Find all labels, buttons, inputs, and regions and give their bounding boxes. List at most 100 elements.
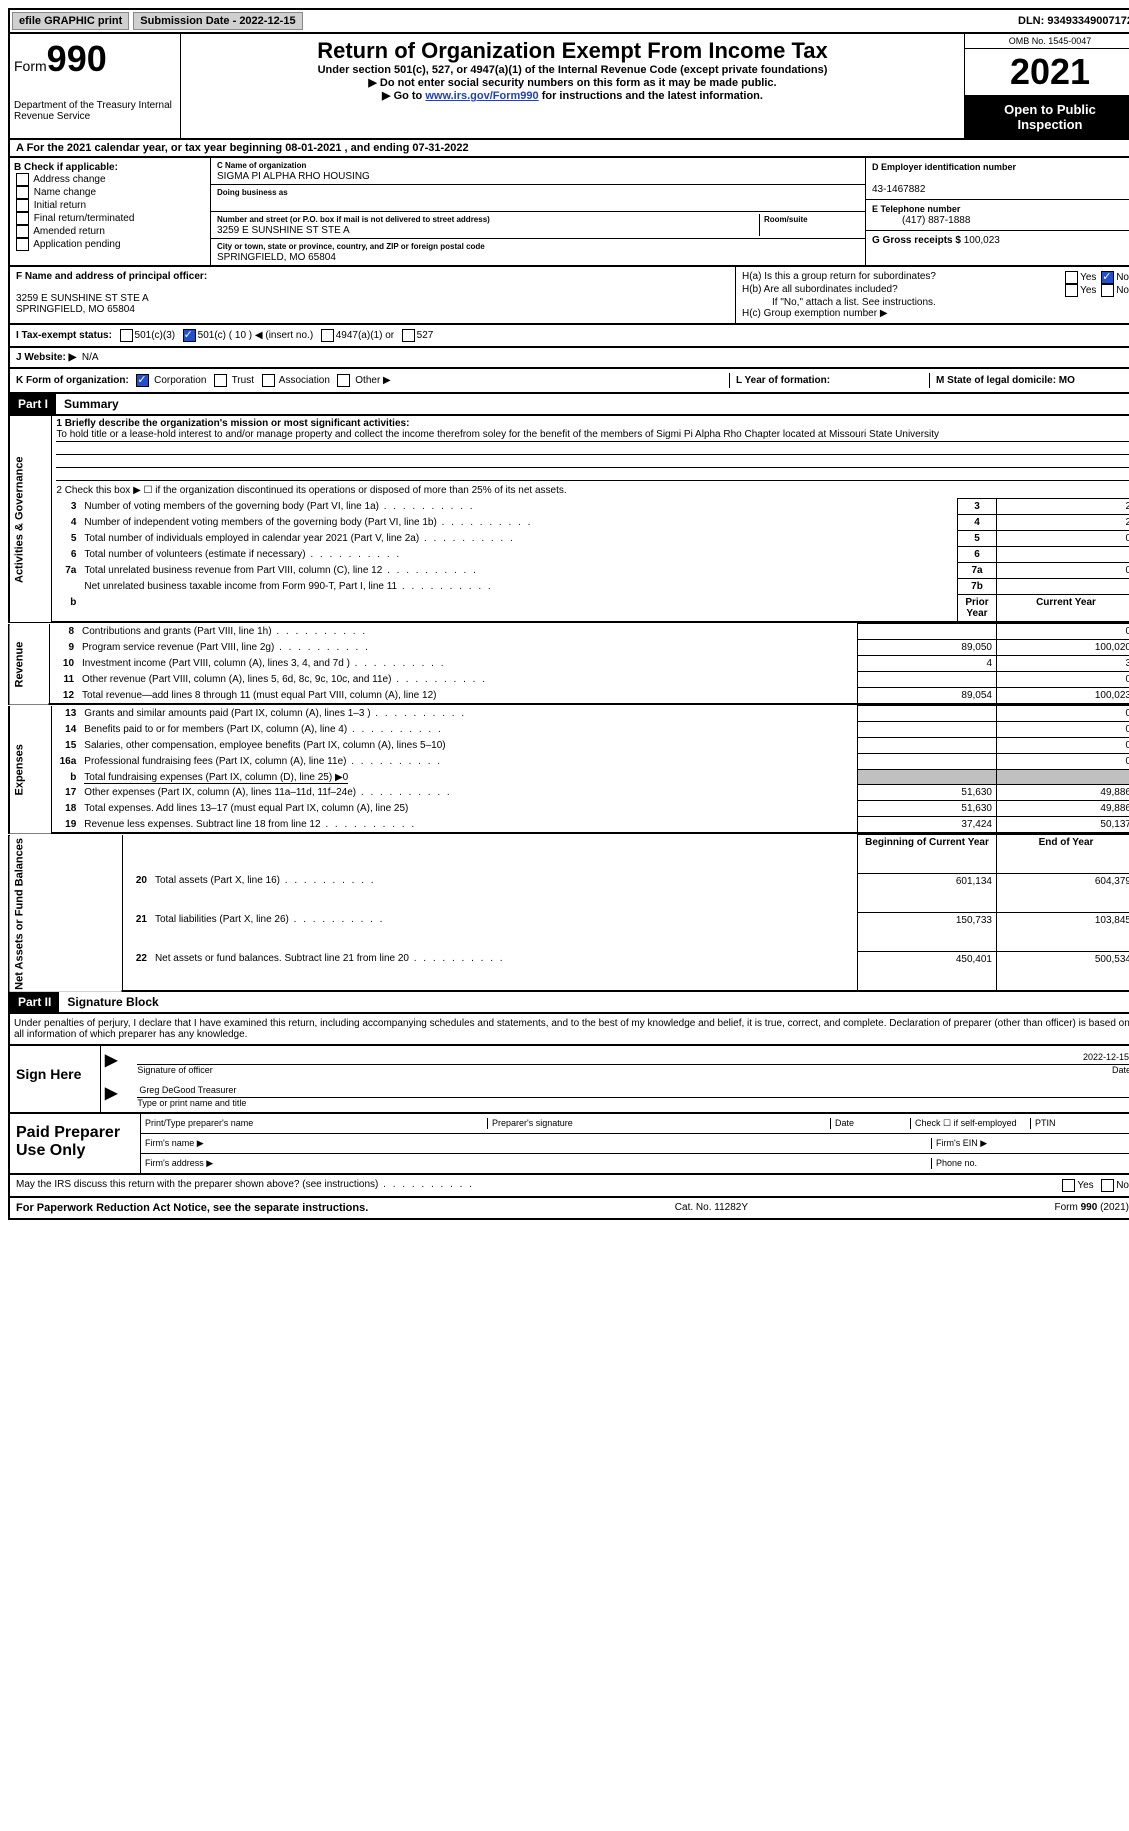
discuss-no[interactable] — [1101, 1179, 1114, 1192]
dln-label: DLN: — [1018, 15, 1044, 27]
checkbox-application-pending[interactable] — [16, 238, 29, 251]
pra-notice: For Paperwork Reduction Act Notice, see … — [16, 1202, 368, 1214]
discuss-yes[interactable] — [1062, 1179, 1075, 1192]
sig-name-label: Type or print name and title — [137, 1098, 1129, 1108]
tel-label: E Telephone number — [872, 204, 960, 214]
ha-yes[interactable] — [1065, 271, 1078, 284]
table-row: 20Total assets (Part X, line 16)601,1346… — [9, 873, 1129, 912]
form-title: Return of Organization Exempt From Incom… — [185, 38, 960, 64]
i-527[interactable] — [402, 329, 415, 342]
tax-year: 2021 — [965, 49, 1129, 96]
submission-date-button[interactable]: Submission Date - 2022-12-15 — [133, 12, 302, 30]
dba-label: Doing business as — [217, 188, 288, 197]
k-corp[interactable] — [136, 374, 149, 387]
org-name: SIGMA PI ALPHA RHO HOUSING — [217, 171, 370, 182]
dln-value: 93493349007172 — [1047, 15, 1129, 27]
form-ref: Form 990 (2021) — [1055, 1202, 1129, 1214]
ha-no[interactable] — [1101, 271, 1114, 284]
row-i: I Tax-exempt status: 501(c)(3) 501(c) ( … — [8, 325, 1129, 348]
i-4947[interactable] — [321, 329, 334, 342]
side-revenue: Revenue — [9, 624, 50, 705]
subtitle-3: ▶ Go to www.irs.gov/Form990 for instruct… — [185, 89, 960, 102]
table-row: 19Revenue less expenses. Subtract line 1… — [9, 817, 1129, 834]
hb-note: If "No," attach a list. See instructions… — [772, 297, 1129, 308]
room-label: Room/suite — [764, 215, 808, 224]
form-header: Form990 Department of the Treasury Inter… — [8, 34, 1129, 140]
city-value: SPRINGFIELD, MO 65804 — [217, 252, 336, 263]
table-row: 3Number of voting members of the governi… — [9, 499, 1129, 515]
ein-label: D Employer identification number — [872, 162, 1016, 172]
street-value: 3259 E SUNSHINE ST STE A — [217, 225, 350, 236]
table-row: 12Total revenue—add lines 8 through 11 (… — [9, 688, 1129, 705]
cat-number: Cat. No. 11282Y — [675, 1202, 748, 1214]
sig-date: 2022-12-15 — [1083, 1052, 1129, 1062]
table-row: 22Net assets or fund balances. Subtract … — [9, 951, 1129, 991]
subtitle-2: ▶ Do not enter social security numbers o… — [185, 76, 960, 89]
efile-print-button[interactable]: efile GRAPHIC print — [12, 12, 129, 30]
k-other[interactable] — [337, 374, 350, 387]
table-row: Net unrelated business taxable income fr… — [9, 579, 1129, 595]
k-assoc[interactable] — [262, 374, 275, 387]
summary-table: Activities & Governance 1 Briefly descri… — [8, 416, 1129, 623]
table-row: 18Total expenses. Add lines 13–17 (must … — [9, 801, 1129, 817]
table-row: 6Total number of volunteers (estimate if… — [9, 547, 1129, 563]
mission-text: To hold title or a lease-hold interest t… — [56, 429, 1129, 442]
table-row: bTotal fundraising expenses (Part IX, co… — [9, 770, 1129, 785]
m-state-domicile: M State of legal domicile: MO — [929, 373, 1129, 388]
gross-value: 100,023 — [964, 235, 1000, 246]
gross-label: G Gross receipts $ — [872, 235, 961, 246]
table-row: 15Salaries, other compensation, employee… — [9, 738, 1129, 754]
street-label: Number and street (or P.O. box if mail i… — [217, 215, 490, 224]
part-i-header: Part I Summary — [8, 394, 1129, 416]
f-addr2: SPRINGFIELD, MO 65804 — [16, 304, 135, 315]
top-bar: efile GRAPHIC print Submission Date - 20… — [8, 8, 1129, 34]
table-row: 10Investment income (Part VIII, column (… — [9, 656, 1129, 672]
table-row: 5Total number of individuals employed in… — [9, 531, 1129, 547]
sig-officer-label: Signature of officer — [137, 1065, 212, 1075]
sig-date-label: Date — [1112, 1065, 1129, 1075]
side-activities-governance: Activities & Governance — [9, 416, 52, 622]
table-row: 16aProfessional fundraising fees (Part I… — [9, 754, 1129, 770]
row-a-tax-year: A For the 2021 calendar year, or tax yea… — [8, 140, 1129, 158]
table-row: 7aTotal unrelated business revenue from … — [9, 563, 1129, 579]
k-trust[interactable] — [214, 374, 227, 387]
section-bcd: B Check if applicable: Address change Na… — [8, 158, 1129, 267]
checkbox-name-change[interactable] — [16, 186, 29, 199]
omb-number: OMB No. 1545-0047 — [965, 34, 1129, 49]
netassets-table: Net Assets or Fund Balances Beginning of… — [8, 834, 1129, 992]
hc-label: H(c) Group exemption number ▶ — [742, 308, 1129, 319]
website-value: N/A — [82, 352, 99, 363]
line1-label: 1 Briefly describe the organization's mi… — [56, 418, 409, 429]
sig-name: Greg DeGood Treasurer — [137, 1083, 1129, 1098]
side-net-assets: Net Assets or Fund Balances — [9, 835, 122, 992]
section-fh: F Name and address of principal officer:… — [8, 267, 1129, 325]
checkbox-address-change[interactable] — [16, 173, 29, 186]
table-row: 9Program service revenue (Part VIII, lin… — [9, 640, 1129, 656]
paid-preparer-section: Paid Preparer Use Only Print/Type prepar… — [8, 1114, 1129, 1175]
hb-no[interactable] — [1101, 284, 1114, 297]
i-501c[interactable] — [183, 329, 196, 342]
arrow-icon: ▶ — [105, 1050, 117, 1075]
irs-link[interactable]: www.irs.gov/Form990 — [425, 90, 538, 102]
ein-value: 43-1467882 — [872, 184, 925, 195]
checkbox-initial-return[interactable] — [16, 199, 29, 212]
row-j: J Website: ▶ N/A — [8, 348, 1129, 369]
discuss-row: May the IRS discuss this return with the… — [8, 1175, 1129, 1198]
footer-row: For Paperwork Reduction Act Notice, see … — [8, 1198, 1129, 1220]
checkbox-final-return[interactable] — [16, 212, 29, 225]
b-label: B Check if applicable: — [14, 162, 118, 173]
i-501c3[interactable] — [120, 329, 133, 342]
paid-preparer-label: Paid Preparer Use Only — [10, 1114, 140, 1173]
arrow-icon: ▶ — [105, 1083, 117, 1108]
f-addr1: 3259 E SUNSHINE ST STE A — [16, 293, 149, 304]
row-k: K Form of organization: Corporation Trus… — [8, 369, 1129, 394]
ha-label: H(a) Is this a group return for subordin… — [742, 271, 936, 284]
checkbox-amended[interactable] — [16, 225, 29, 238]
sign-here-label: Sign Here — [10, 1046, 100, 1112]
line2: 2 Check this box ▶ ☐ if the organization… — [52, 483, 1129, 499]
tel-value: (417) 887-1888 — [902, 215, 970, 226]
expenses-table: Expenses 13Grants and similar amounts pa… — [8, 705, 1129, 834]
hb-yes[interactable] — [1065, 284, 1078, 297]
table-row: 17Other expenses (Part IX, column (A), l… — [9, 785, 1129, 801]
l-year-formation: L Year of formation: — [729, 373, 929, 388]
